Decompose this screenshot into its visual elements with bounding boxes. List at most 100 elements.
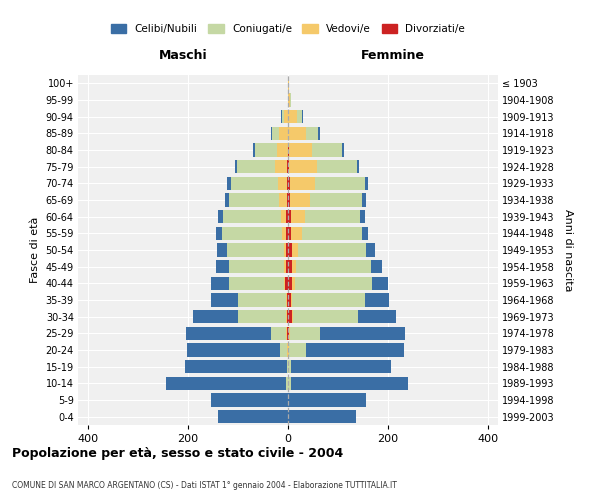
Text: COMUNE DI SAN MARCO ARGENTANO (CS) - Dati ISTAT 1° gennaio 2004 - Elaborazione T: COMUNE DI SAN MARCO ARGENTANO (CS) - Dat… [12,480,397,490]
Bar [227,244,284,256]
Bar [320,326,405,340]
Bar [281,226,286,240]
Bar [215,226,221,240]
Bar [288,410,355,424]
Bar [193,310,238,324]
Bar [286,226,288,240]
Bar [186,326,271,340]
Bar [281,110,284,124]
Bar [288,160,289,173]
Bar [290,176,314,190]
Bar [292,244,298,256]
Bar [253,144,254,156]
Y-axis label: Fasce di età: Fasce di età [30,217,40,283]
Y-axis label: Anni di nascita: Anni di nascita [563,208,573,291]
Bar [297,110,302,124]
Bar [292,294,365,306]
Bar [296,260,371,274]
Bar [284,110,288,124]
Bar [277,144,288,156]
Bar [287,326,288,340]
Bar [287,160,288,173]
Bar [289,326,290,340]
Legend: Celibi/Nubili, Coniugati/e, Vedovi/e, Divorziati/e: Celibi/Nubili, Coniugati/e, Vedovi/e, Di… [107,20,469,38]
Text: Popolazione per età, sesso e stato civile - 2004: Popolazione per età, sesso e stato civil… [12,448,343,460]
Bar [254,144,277,156]
Bar [287,194,288,206]
Bar [317,160,356,173]
Bar [227,176,230,190]
Bar [292,310,293,324]
Bar [305,210,359,224]
Text: Femmine: Femmine [361,48,425,62]
Bar [341,144,343,156]
Bar [271,326,286,340]
Bar [280,344,287,356]
Bar [279,194,287,206]
Bar [288,226,290,240]
Bar [284,276,285,290]
Bar [237,160,275,173]
Bar [275,160,287,173]
Bar [229,276,284,290]
Bar [238,310,286,324]
Bar [287,294,288,306]
Bar [218,410,288,424]
Bar [289,144,311,156]
Bar [298,244,365,256]
Bar [361,226,367,240]
Bar [290,326,320,340]
Bar [288,94,290,106]
Bar [295,276,372,290]
Bar [235,160,237,173]
Bar [288,210,290,224]
Bar [238,294,286,306]
Bar [211,294,238,306]
Bar [166,376,286,390]
Bar [365,176,367,190]
Bar [287,360,288,374]
Bar [288,244,292,256]
Bar [288,310,292,324]
Bar [221,226,281,240]
Bar [318,126,320,140]
Bar [289,160,317,173]
Bar [211,276,229,290]
Bar [365,244,374,256]
Bar [211,394,288,406]
Bar [288,376,290,390]
Bar [288,326,289,340]
Bar [284,244,286,256]
Bar [229,194,279,206]
Bar [287,176,288,190]
Bar [288,110,297,124]
Bar [285,276,288,290]
Bar [288,394,365,406]
Bar [288,260,292,274]
Bar [279,126,288,140]
Bar [286,210,288,224]
Bar [371,260,382,274]
Bar [225,194,229,206]
Text: Maschi: Maschi [158,48,208,62]
Bar [217,244,227,256]
Bar [310,194,362,206]
Bar [284,260,286,274]
Bar [278,176,287,190]
Bar [302,110,303,124]
Bar [288,360,290,374]
Bar [216,260,229,274]
Bar [288,176,290,190]
Bar [305,126,318,140]
Bar [314,176,365,190]
Bar [290,226,302,240]
Bar [286,326,287,340]
Bar [302,226,361,240]
Bar [229,260,284,274]
Bar [290,376,408,390]
Bar [288,194,290,206]
Bar [223,210,281,224]
Bar [286,376,288,390]
Bar [290,294,292,306]
Bar [365,294,389,306]
